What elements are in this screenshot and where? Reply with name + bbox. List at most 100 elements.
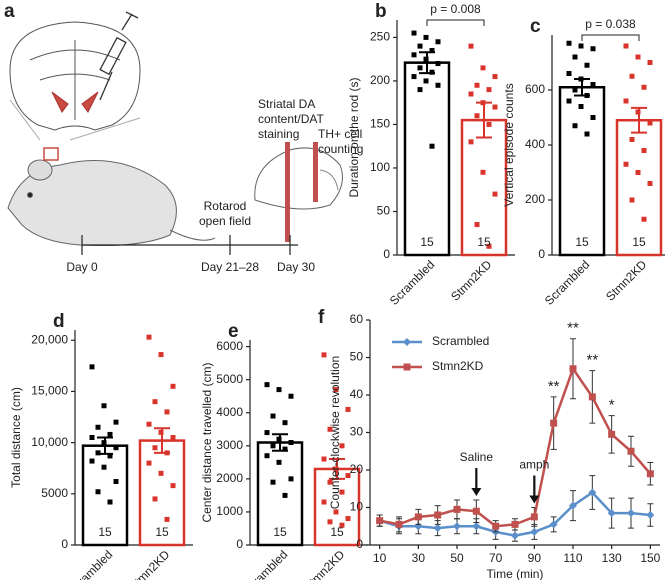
- data-point: [641, 84, 647, 90]
- data-point: [170, 435, 176, 440]
- marker: [376, 517, 384, 525]
- y-tick-label: 0: [538, 247, 545, 261]
- y-tick-label: 100: [370, 160, 390, 174]
- significance-stars: **: [567, 320, 579, 337]
- data-point: [321, 499, 327, 505]
- marker: [472, 507, 480, 515]
- data-point: [468, 139, 474, 145]
- significance-stars: **: [548, 378, 560, 395]
- y-tick-label: 4000: [216, 405, 243, 419]
- y-axis-label: Duration on the rod (s): [347, 77, 361, 197]
- x-tick-label: Scrambled: [387, 257, 437, 307]
- y-tick-label: 50: [377, 204, 391, 218]
- p-value: p = 0.008: [430, 2, 481, 16]
- data-point: [107, 431, 113, 437]
- timeline-label: Day 21–28: [201, 260, 259, 274]
- marker: [492, 522, 500, 530]
- mouse: [7, 99, 216, 247]
- data-point: [492, 104, 498, 110]
- timeline-label: Day 0: [66, 260, 98, 274]
- x-tick-label: Stmn2KD: [448, 257, 494, 303]
- data-point: [282, 492, 288, 498]
- marker: [472, 522, 481, 531]
- n-label: 15: [155, 525, 169, 539]
- data-point: [345, 406, 351, 412]
- data-point: [486, 243, 492, 249]
- error-bar: [92, 436, 118, 455]
- data-point: [584, 131, 590, 137]
- data-point: [113, 445, 119, 451]
- y-tick-label: 5000: [41, 486, 68, 500]
- marker: [550, 419, 558, 427]
- error-bar: [471, 101, 497, 139]
- marker: [511, 531, 519, 540]
- brain-section: [9, 21, 141, 131]
- data-point: [623, 98, 629, 104]
- y-tick-label: 1000: [216, 504, 243, 518]
- data-point: [321, 456, 327, 462]
- data-point: [435, 82, 441, 88]
- marker: [608, 430, 616, 438]
- data-point: [629, 197, 635, 203]
- data-point: [95, 424, 101, 430]
- data-point: [146, 334, 152, 340]
- data-point: [623, 43, 629, 49]
- timeline-label: Day 30: [277, 260, 315, 274]
- data-point: [107, 499, 113, 505]
- data-point: [468, 43, 474, 49]
- x-tick-label: Stmn2KD: [301, 547, 347, 580]
- panel-letter: e: [228, 321, 239, 342]
- data-point: [486, 87, 492, 93]
- y-tick-label: 0: [383, 247, 390, 261]
- x-tick-label: 30: [412, 551, 426, 565]
- panel-letter: c: [530, 16, 541, 37]
- data-point: [641, 148, 647, 153]
- data-point: [264, 430, 270, 436]
- y-tick-label: 3000: [216, 438, 243, 452]
- marker: [414, 513, 422, 521]
- x-tick-label: 150: [640, 551, 660, 565]
- annotation: amph: [519, 458, 549, 472]
- marker: [403, 338, 411, 346]
- data-point: [417, 65, 423, 71]
- x-tick-label: 10: [373, 551, 387, 565]
- arrow-head: [529, 495, 540, 504]
- data-point: [578, 104, 584, 109]
- panel-letter: b: [375, 1, 387, 22]
- procedure-label: TH+ cell: [318, 127, 362, 141]
- y-tick-label: 50: [350, 350, 364, 364]
- data-point: [339, 522, 345, 528]
- data-point: [276, 387, 282, 393]
- arrow-head: [471, 488, 482, 496]
- data-point: [321, 352, 327, 358]
- data-point: [566, 71, 572, 76]
- procedure-label: open field: [199, 214, 251, 228]
- n-label: 15: [330, 525, 344, 539]
- data-point: [572, 54, 578, 60]
- marker: [434, 511, 442, 519]
- y-tick-label: 200: [370, 73, 390, 87]
- data-point: [327, 479, 333, 485]
- marker: [627, 447, 635, 455]
- data-point: [288, 476, 294, 482]
- data-point: [288, 393, 294, 399]
- bar: [615, 119, 663, 257]
- bar: [313, 467, 361, 547]
- data-point: [158, 352, 164, 358]
- y-tick-label: 6000: [216, 339, 243, 353]
- data-point: [566, 40, 572, 46]
- n-label: 15: [632, 235, 646, 249]
- data-point: [152, 399, 158, 405]
- marker: [627, 509, 635, 518]
- y-tick-label: 15,000: [31, 384, 68, 398]
- data-point: [468, 91, 474, 97]
- panel-letter: f: [318, 307, 325, 328]
- error-bar: [149, 427, 175, 454]
- data-point: [623, 161, 629, 167]
- data-point: [113, 419, 119, 425]
- data-point: [417, 87, 423, 93]
- data-point: [492, 191, 498, 197]
- y-tick-label: 40: [350, 387, 364, 401]
- data-point: [282, 446, 288, 452]
- data-point: [474, 82, 480, 88]
